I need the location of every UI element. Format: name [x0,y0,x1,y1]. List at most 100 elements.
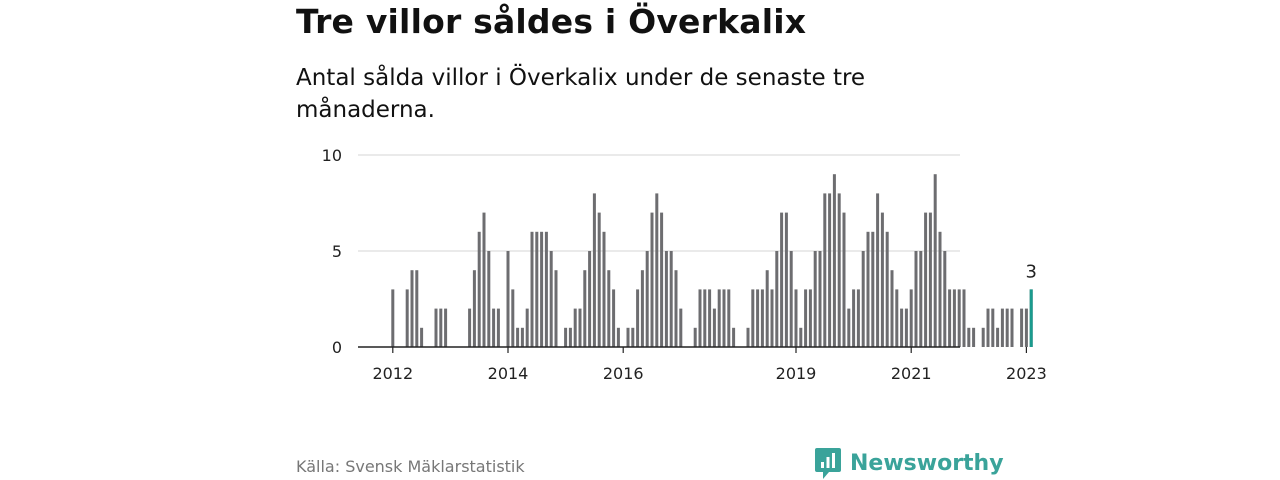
bar [568,327,572,347]
bar [588,251,592,347]
bar [660,212,664,347]
bar [540,231,544,347]
bar [444,308,448,347]
x-tick-label: 2012 [372,364,413,383]
bar [904,308,908,347]
bar [1024,308,1028,347]
bar [477,231,481,347]
y-tick-label: 0 [332,338,342,357]
bar [765,270,769,347]
bar [439,308,443,347]
bar [712,308,716,347]
bar [981,327,985,347]
bar [693,327,697,347]
bar [751,289,755,347]
bar [938,231,942,347]
newsworthy-logo-icon [815,448,841,479]
bar [914,251,918,347]
bar [592,193,596,347]
bar [669,251,673,347]
bar [727,289,731,347]
bar [602,231,606,347]
bar [612,289,616,347]
bar [828,193,832,347]
bar [991,308,995,347]
bar [554,270,558,347]
bar [1000,308,1004,347]
bar [1020,308,1024,347]
bar [468,308,472,347]
bar [948,289,952,347]
bar [842,212,846,347]
bar [516,327,520,347]
bar [544,231,548,347]
bar [852,289,856,347]
bar-chart: 0 5 10 2012 2014 2016 2019 2021 2023 3 [322,146,1047,383]
bar [511,289,515,347]
bar [722,289,726,347]
bar [717,289,721,347]
x-tick-label: 2021 [891,364,932,383]
bar [482,212,486,347]
bar [962,289,966,347]
bar [674,270,678,347]
brand-name: Newsworthy [850,450,1004,476]
bar [1005,308,1009,347]
source-note: Källa: Svensk Mäklarstatistik [296,457,525,476]
bar [525,308,529,347]
bar [664,251,668,347]
bar [487,251,491,347]
bar [895,289,899,347]
highlight-bar [1029,289,1033,347]
bar [928,212,932,347]
gridlines: 0 5 10 [322,146,960,357]
bar [933,174,937,347]
bar [832,174,836,347]
chart-subtitle: Antal sålda villor i Överkalix under de … [296,65,866,123]
bars [391,174,1033,347]
bar [549,251,553,347]
bar [924,212,928,347]
bar [640,270,644,347]
bar [573,308,577,347]
bar [876,193,880,347]
bar [957,289,961,347]
bar [420,327,424,347]
bar [535,231,539,347]
bar [818,251,822,347]
x-tick-label: 2019 [776,364,817,383]
bar [391,289,395,347]
bar [679,308,683,347]
bar [492,308,496,347]
x-axis-ticks: 2012 2014 2016 2019 2021 2023 [372,347,1047,383]
bar [799,327,803,347]
bar [698,289,702,347]
bar [880,212,884,347]
chart-title: Tre villor såldes i Överkalix [296,2,807,41]
bar [415,270,419,347]
bar [780,212,784,347]
bar [655,193,659,347]
bar [909,289,913,347]
bar [789,251,793,347]
bar [506,251,510,347]
bar [564,327,568,347]
bar [823,193,827,347]
bar [952,289,956,347]
bar [837,193,841,347]
y-tick-label: 10 [322,146,342,165]
bar [631,327,635,347]
bar [405,289,409,347]
bar [708,289,712,347]
bar [472,270,476,347]
x-tick-label: 2014 [488,364,529,383]
bar [972,327,976,347]
bar [770,289,774,347]
bar [434,308,438,347]
bar [583,270,587,347]
bar [732,327,736,347]
y-tick-label: 5 [332,242,342,261]
bar [616,327,620,347]
highlight-value-label: 3 [1025,261,1036,282]
bar [871,231,875,347]
